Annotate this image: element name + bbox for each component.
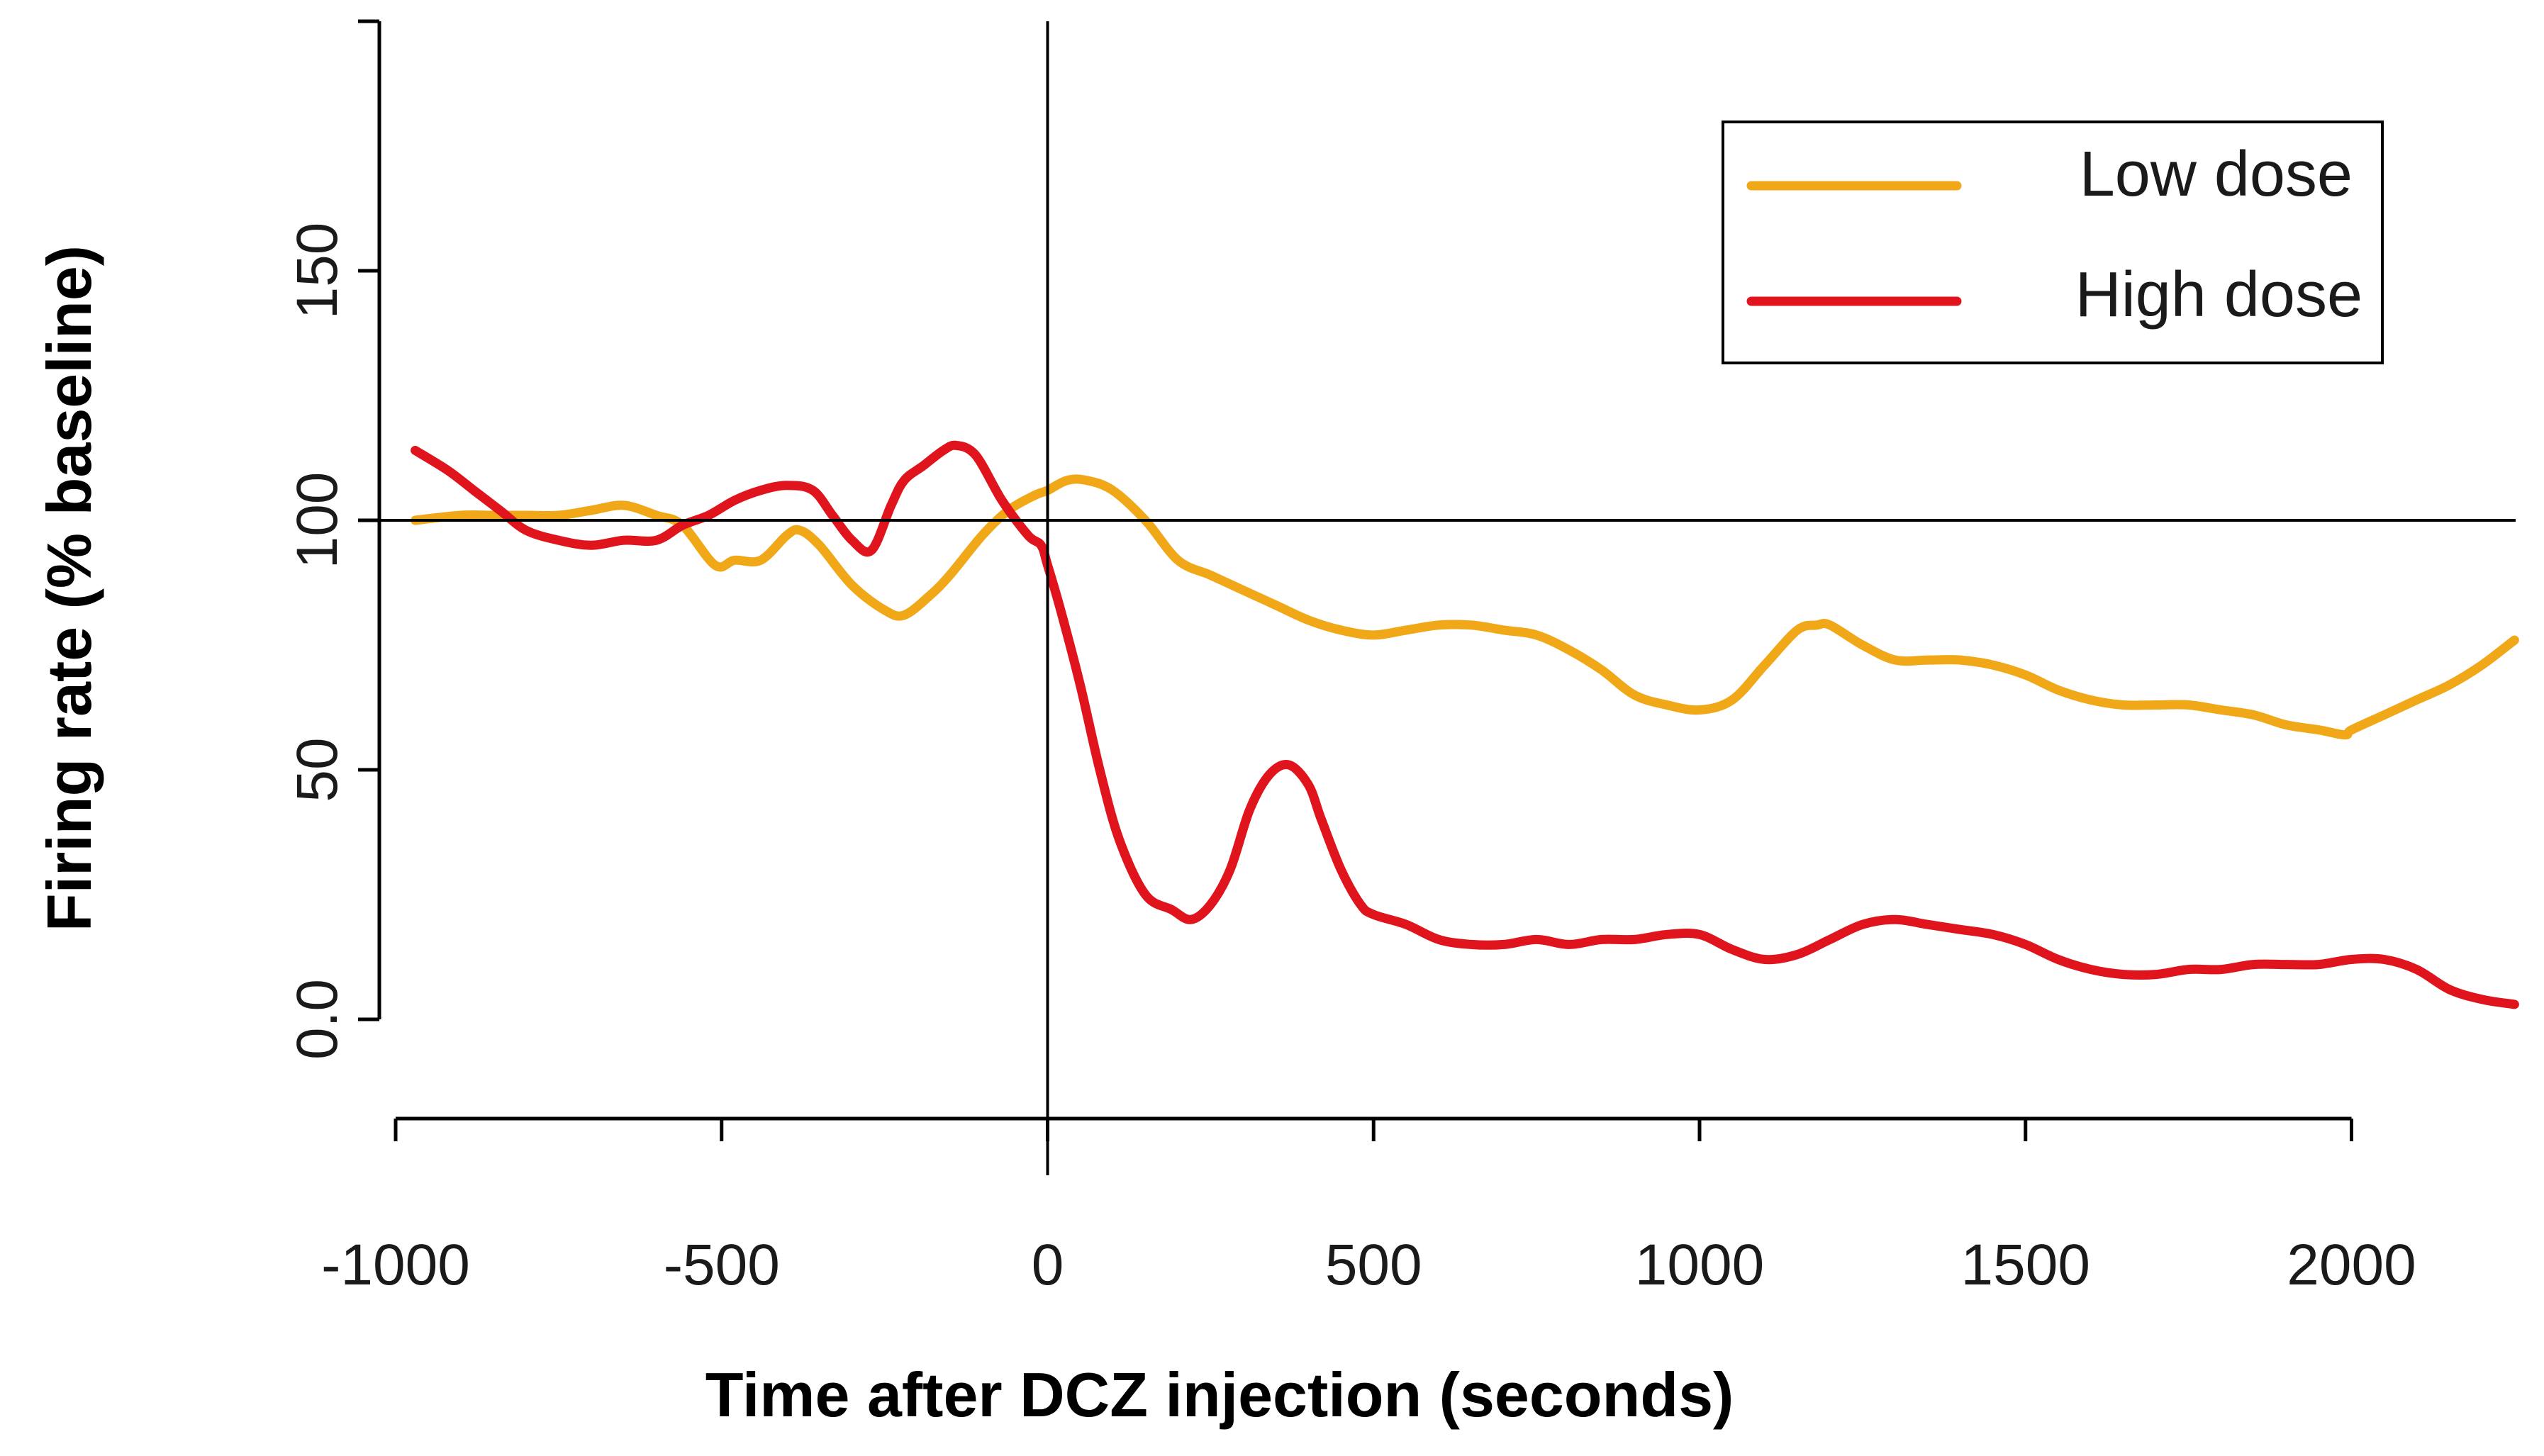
y-tick-label: 0.0 <box>285 979 350 1060</box>
series-layer <box>411 440 2519 1009</box>
x-tick-label: 1000 <box>1635 1233 1764 1297</box>
y-axis-title: Firing rate (% baseline) <box>34 245 104 931</box>
legend-box <box>1722 121 2384 364</box>
x-axis: -1000 -500 0 500 1000 1500 2000 <box>321 1116 2416 1297</box>
y-tick-label: 150 <box>285 223 350 320</box>
y-axis: 0.0 50 100 150 <box>285 19 381 1060</box>
y-tick-label: 50 <box>285 737 350 802</box>
x-tick-label: 0 <box>1032 1233 1064 1297</box>
legend: Low dose High dose <box>1722 121 2384 364</box>
x-tick-label: 2000 <box>2287 1233 2416 1297</box>
x-tick-label: 500 <box>1325 1233 1422 1297</box>
series-line-high-dose <box>411 440 2519 1009</box>
legend-label-low-dose: Low dose <box>2080 139 2353 210</box>
x-tick-label: 1500 <box>1961 1233 2090 1297</box>
y-tick-label: 100 <box>285 472 350 569</box>
series-line-low-dose <box>411 474 2519 740</box>
x-tick-label: -500 <box>664 1233 780 1297</box>
x-axis-title: Time after DCZ injection (seconds) <box>705 1360 1734 1430</box>
x-tick-label: -1000 <box>321 1233 470 1297</box>
legend-label-high-dose: High dose <box>2075 259 2362 330</box>
